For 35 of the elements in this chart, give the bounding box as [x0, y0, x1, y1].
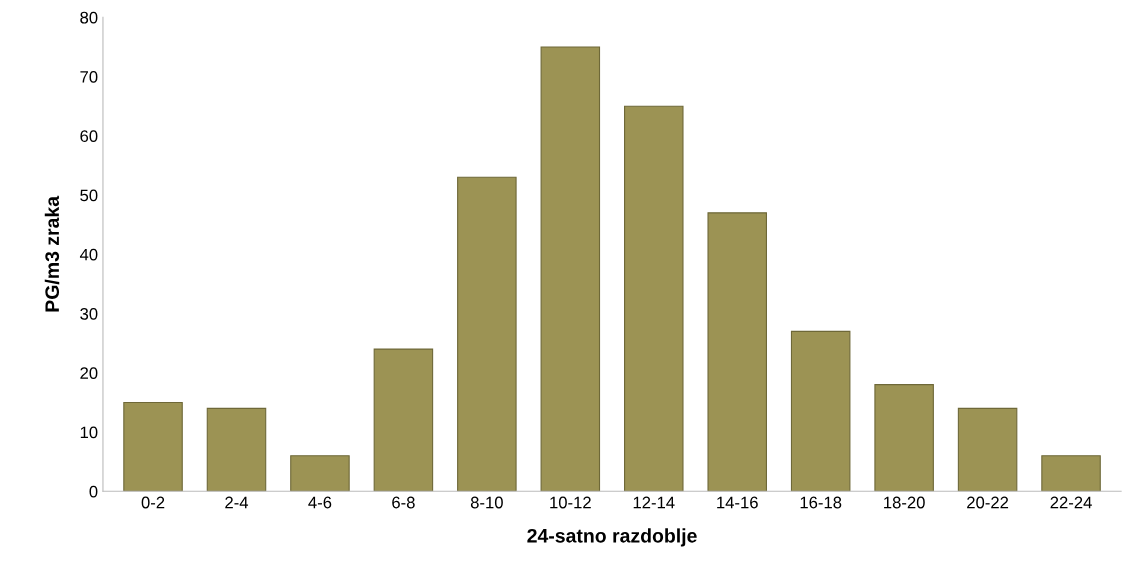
bar: [707, 212, 767, 492]
x-tick-label: 14-16: [717, 496, 758, 509]
bar: [790, 330, 851, 492]
x-tick-label: 22-24: [1050, 496, 1092, 509]
bar: [290, 455, 350, 492]
bar: [624, 105, 684, 492]
bar: [874, 384, 934, 492]
x-tick-label: 16-18: [800, 496, 842, 509]
y-tick-label: 30: [80, 307, 98, 320]
x-tick-label: 18-20: [884, 496, 925, 509]
x-tick-label: 10-12: [550, 496, 591, 509]
x-tick-label: 20-22: [967, 496, 1009, 509]
y-axis-title: PG/m3 zraka: [44, 195, 60, 312]
bar: [1041, 455, 1101, 492]
bar: [123, 401, 183, 492]
bar: [957, 407, 1018, 492]
y-tick-label: 0: [89, 485, 98, 498]
x-tick-label: 8-10: [470, 496, 503, 509]
y-tick-label: 50: [80, 189, 98, 202]
y-tick-label: 80: [80, 11, 98, 24]
y-tick-label: 20: [80, 367, 98, 380]
bar: [457, 176, 517, 492]
x-tick-label: 6-8: [392, 496, 415, 509]
x-tick-label: 4-6: [308, 496, 332, 509]
y-tick-label: 40: [79, 248, 98, 261]
y-tick-label: 10: [80, 426, 98, 439]
x-axis-title: 24-satno razdoblje: [527, 528, 697, 547]
bar: [206, 407, 267, 492]
x-tick-label: 0-2: [141, 496, 165, 509]
x-tick-label: 2-4: [225, 496, 249, 509]
y-tick-label: 60: [80, 130, 98, 143]
y-tick-label: 70: [80, 70, 98, 83]
bar: [540, 46, 601, 492]
x-tick-label: 12-14: [633, 496, 675, 509]
bar: [373, 348, 434, 492]
